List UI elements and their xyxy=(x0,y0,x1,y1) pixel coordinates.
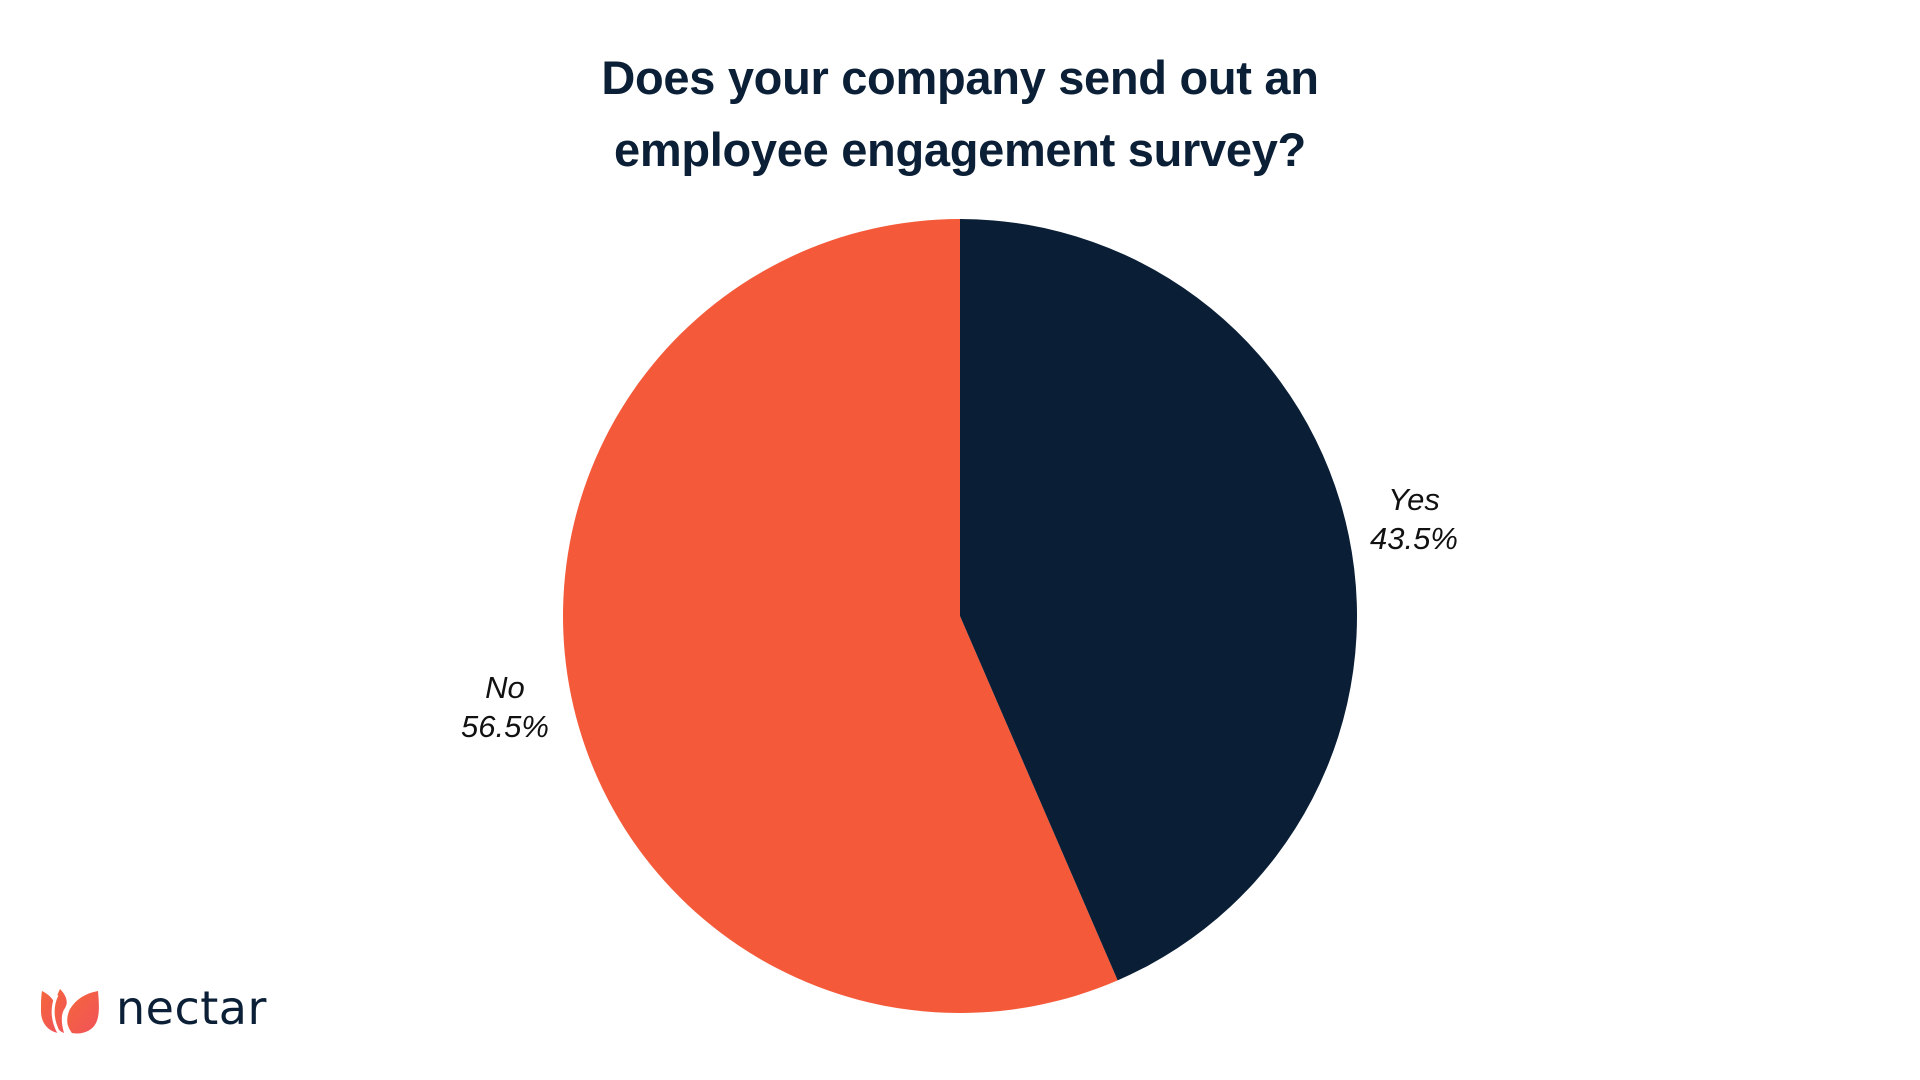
chart-title-line-2: employee engagement survey? xyxy=(614,123,1306,176)
tulip-petals-icon xyxy=(41,989,99,1034)
slice-label-no: No 56.5% xyxy=(425,668,585,746)
pie-slice-no xyxy=(563,219,1118,1013)
slice-label-yes: Yes 43.5% xyxy=(1334,480,1494,558)
slice-label-no-value: 56.5% xyxy=(461,709,549,744)
nectar-logo: nectar xyxy=(40,982,267,1038)
slice-label-no-name: No xyxy=(485,670,525,705)
pie-slice-yes xyxy=(960,219,1358,981)
slice-label-yes-value: 43.5% xyxy=(1370,521,1458,556)
chart-title: Does your company send out an employee e… xyxy=(0,42,1920,186)
slice-label-yes-name: Yes xyxy=(1388,482,1440,517)
chart-title-line-1: Does your company send out an xyxy=(601,51,1319,104)
logo-wordmark: nectar xyxy=(116,981,267,1035)
